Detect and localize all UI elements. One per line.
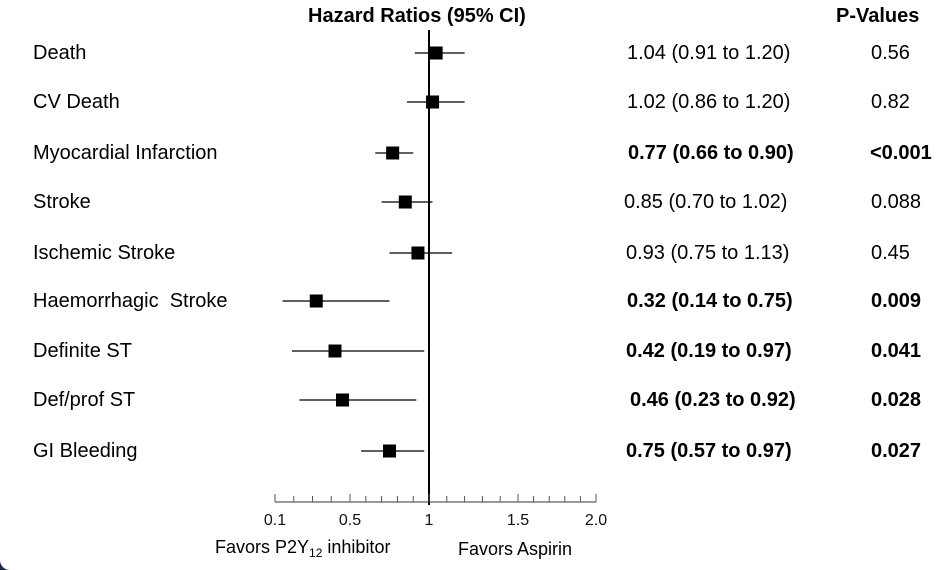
x-tick-label: 1.5 [507, 512, 529, 529]
x-tick-label: 0.5 [339, 512, 361, 529]
x-tick-label: 2.0 [585, 512, 607, 529]
row-p-value: 0.009 [871, 290, 922, 312]
row-hazard-ratio: 0.77 (0.66 to 0.90) [628, 142, 794, 164]
row-hazard-ratio: 0.85 (0.70 to 1.02) [624, 191, 788, 213]
row-hazard-ratio: 0.46 (0.23 to 0.92) [630, 389, 796, 411]
row-label: CV Death [33, 91, 120, 113]
row-p-value: 0.45 [871, 242, 910, 264]
corner-decoration [0, 560, 10, 570]
pvalue-header: P-Values [836, 5, 920, 27]
row-hazard-ratio: 0.32 (0.14 to 0.75) [627, 290, 793, 312]
x-tick-label: 0.1 [264, 512, 286, 529]
row-hazard-ratio: 0.93 (0.75 to 1.13) [626, 242, 790, 264]
row-label: Myocardial Infarction [33, 142, 218, 164]
row-label: Stroke [33, 191, 91, 213]
point-estimate [309, 294, 323, 308]
corner-decoration-inner [0, 560, 10, 570]
point-estimate [426, 95, 440, 109]
row-hazard-ratio: 1.02 (0.86 to 1.20) [627, 91, 791, 113]
row-label: Ischemic Stroke [33, 242, 176, 264]
row-label: GI Bleeding [33, 440, 138, 462]
row-hazard-ratio: 0.42 (0.19 to 0.97) [626, 340, 792, 362]
row-label: Def/prof ST [33, 389, 136, 411]
row-p-value: 0.82 [871, 91, 910, 113]
row-hazard-ratio: 1.04 (0.91 to 1.20) [627, 42, 791, 64]
point-estimate [429, 46, 443, 60]
row-p-value: 0.088 [871, 191, 922, 213]
favors-left-label: Favors P2Y12 inhibitor [215, 537, 391, 559]
point-estimate [398, 195, 412, 209]
row-p-value: <0.001 [870, 142, 932, 164]
row-p-value: 0.028 [871, 389, 922, 411]
row-p-value: 0.027 [871, 440, 922, 462]
row-label: Haemorrhagic Stroke [33, 290, 228, 312]
favors-right-label: Favors Aspirin [458, 539, 573, 559]
row-hazard-ratio: 0.75 (0.57 to 0.97) [626, 440, 792, 462]
point-estimate [328, 344, 342, 358]
row-label: Death [33, 42, 87, 64]
row-p-value: 0.56 [871, 42, 910, 64]
point-estimate [383, 444, 396, 458]
x-tick-label: 1 [425, 512, 434, 529]
favors-left-subscript: 12 [309, 546, 323, 560]
row-label: Definite ST [33, 340, 132, 362]
favors-left-tail: inhibitor [322, 537, 391, 557]
favors-left-text: Favors P2Y [215, 537, 310, 557]
point-estimate [336, 393, 349, 407]
point-estimate [411, 246, 425, 260]
chart-title: Hazard Ratios (95% CI) [308, 5, 526, 27]
row-p-value: 0.041 [871, 340, 922, 362]
point-estimate [386, 146, 400, 160]
